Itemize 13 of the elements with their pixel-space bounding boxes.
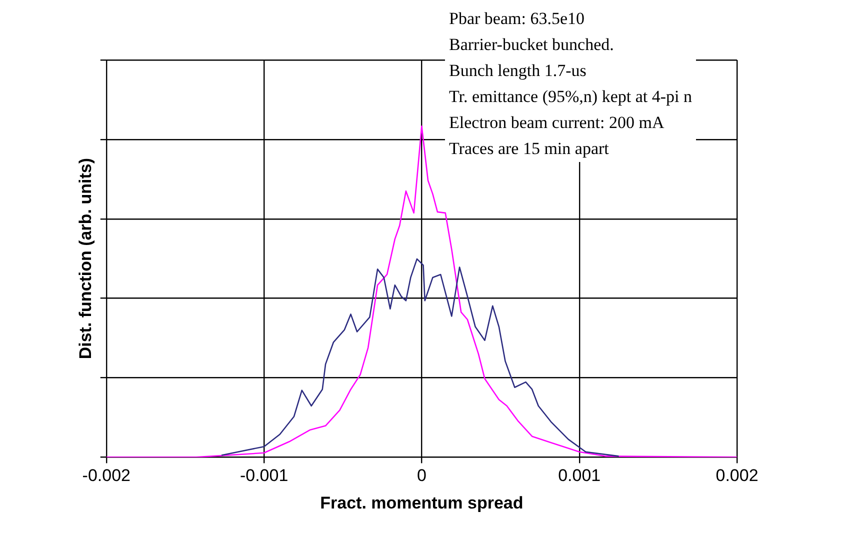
text: Barrier-bucket bunched. bbox=[449, 34, 615, 56]
x-axis-title: Fract. momentum spread bbox=[320, 493, 524, 512]
text: Tr. emittance (95%,n) kept at 4-pi n bbox=[449, 86, 692, 108]
annotation: Traces are 15 min apart bbox=[449, 138, 610, 160]
text: Pbar beam: 63.5e10 bbox=[449, 8, 586, 30]
x-tick-label: -0.002 bbox=[82, 466, 130, 486]
text: Bunch length 1.7-us bbox=[449, 60, 588, 82]
x-tick-label: 0 bbox=[416, 466, 426, 486]
x-tick-label: 0.002 bbox=[716, 466, 758, 486]
x-tick-label: 0.001 bbox=[558, 466, 601, 486]
x-tick-label: -0.001 bbox=[240, 466, 288, 486]
y-axis-title: Dist. function (arb. units) bbox=[76, 158, 95, 360]
annotation: Electron beam current: 200 mA bbox=[449, 112, 666, 134]
